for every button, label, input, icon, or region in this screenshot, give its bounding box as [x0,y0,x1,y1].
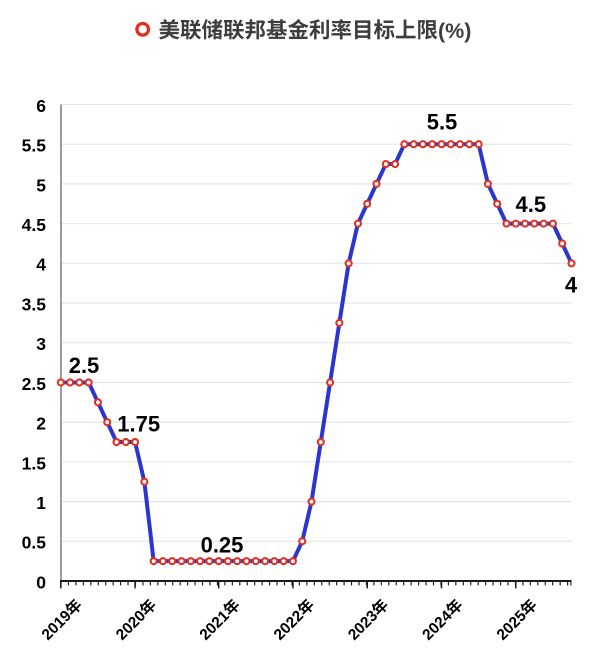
svg-text:4: 4 [565,273,578,298]
svg-text:1: 1 [36,493,46,513]
svg-text:2.5: 2.5 [22,374,47,394]
svg-text:4: 4 [36,255,46,275]
svg-text:1.75: 1.75 [117,412,160,437]
svg-text:5.5: 5.5 [22,136,47,156]
svg-text:5.5: 5.5 [427,110,458,135]
svg-text:4.5: 4.5 [22,215,47,235]
svg-text:0.5: 0.5 [22,533,47,553]
svg-text:2.5: 2.5 [69,353,100,378]
svg-text:(%): (%) [438,19,471,43]
svg-text:0: 0 [36,572,46,592]
svg-text:5: 5 [36,175,46,195]
svg-text:6: 6 [36,96,46,116]
svg-text:3: 3 [36,334,46,354]
svg-text:3.5: 3.5 [22,294,47,314]
svg-text:4.5: 4.5 [516,192,547,217]
svg-text:0.25: 0.25 [201,533,244,558]
svg-text:2: 2 [36,414,46,434]
svg-text:1.5: 1.5 [22,453,47,473]
